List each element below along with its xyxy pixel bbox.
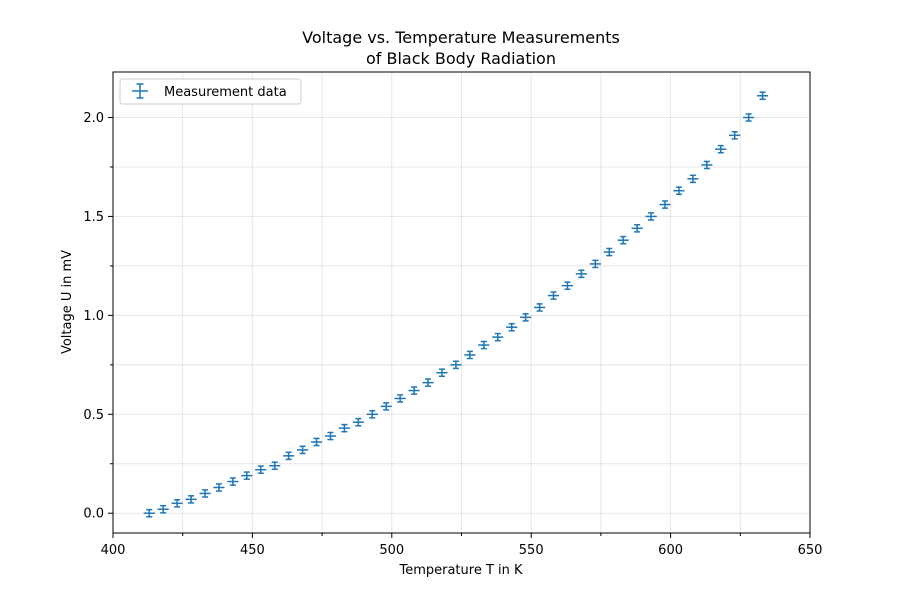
x-tick-label: 500 [379,543,404,558]
data-points [143,91,769,518]
data-point [701,160,713,170]
data-point [394,394,406,403]
chart-title: Voltage vs. Temperature Measurements of … [302,28,620,68]
chart-title-line-2: of Black Body Radiation [366,49,556,68]
data-point [310,437,323,447]
data-point [436,368,448,378]
data-point [506,322,518,332]
data-point [408,386,420,395]
data-point [603,247,615,257]
data-point [575,269,587,279]
data-point [199,489,211,498]
data-point [533,303,546,312]
data-point [338,423,350,433]
axis-ticks: 400 450 500 550 600 650 0.0 0.5 1.0 1.5 2.0 [83,111,822,558]
data-point [547,291,560,300]
data-point [757,91,769,101]
data-point [729,131,741,140]
data-point [366,409,378,419]
data-point [673,186,685,196]
y-tick-label: 1.0 [83,309,104,324]
x-tick-label: 550 [519,543,544,558]
grid [112,72,811,533]
data-point [617,235,629,245]
y-tick-label: 1.5 [83,210,104,225]
data-point [492,332,504,342]
data-point [464,350,476,360]
data-point [297,445,309,455]
x-axis-label: Temperature T in K [398,563,523,578]
data-point [352,417,364,427]
legend-label: Measurement data [164,85,287,100]
data-point [213,483,225,492]
x-tick-label: 650 [798,543,823,558]
data-point [743,113,755,122]
data-point [631,223,643,233]
data-point [659,200,671,209]
data-point [157,504,169,514]
y-tick-label: 2.0 [83,111,104,126]
data-point [171,499,183,508]
x-tick-label: 450 [240,543,265,558]
legend-errorbar-glyph [132,83,148,99]
data-point [450,360,462,370]
data-point [422,378,434,387]
legend: Measurement data [119,78,302,105]
data-point [687,174,699,184]
legend-box [119,78,302,105]
x-tick-label: 400 [101,543,126,558]
legend-marker-errorbar [132,83,148,99]
y-tick-label: 0.0 [83,507,104,522]
data-point [283,451,295,461]
data-point [269,461,281,471]
data-point [324,431,337,441]
data-point [715,144,727,154]
data-point [143,508,155,518]
chart-title-line-1: Voltage vs. Temperature Measurements [302,28,620,47]
x-tick-label: 600 [658,543,683,558]
data-point [227,477,239,486]
data-point [589,259,601,269]
data-point [478,340,490,350]
y-axis-label: Voltage U in mV [60,250,75,354]
data-point [561,281,574,290]
data-point [255,465,267,474]
data-point [241,471,253,480]
data-point [645,212,657,221]
data-point [185,495,197,504]
data-point [380,402,392,411]
y-tick-label: 0.5 [83,408,104,423]
data-point [520,313,532,322]
